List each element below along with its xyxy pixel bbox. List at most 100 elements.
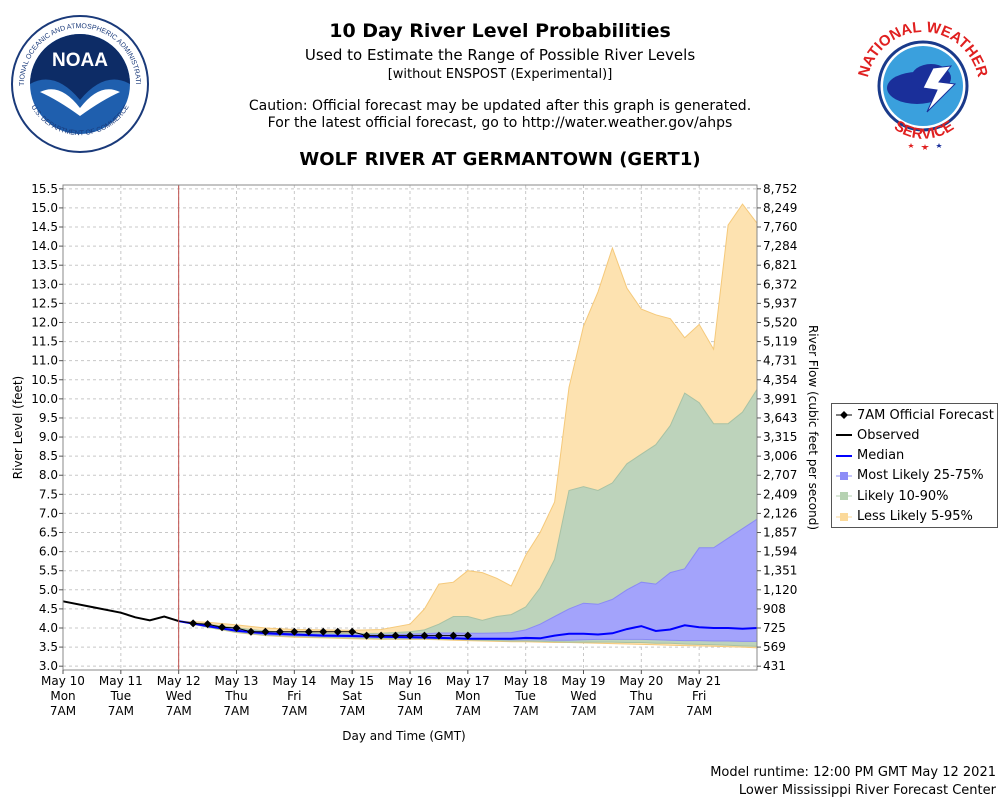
forecast-point <box>218 623 227 632</box>
legend-item: Likely 10-90% <box>836 487 948 505</box>
x-tick-label: Sun <box>399 689 422 703</box>
flow-tick-label: 2,126 <box>763 506 797 520</box>
y-tick-label: 10.0 <box>31 392 58 406</box>
legend-item: Observed <box>836 426 920 444</box>
x-tick-label: 7AM <box>628 704 654 718</box>
flow-tick-label: 7,760 <box>763 220 797 234</box>
legend-band-swatch <box>836 510 852 524</box>
x-tick-label: 7AM <box>455 704 481 718</box>
forecast-point <box>362 631 371 640</box>
median-line <box>178 620 758 640</box>
forecast-point <box>232 623 241 632</box>
forecast-point <box>406 631 414 640</box>
y-axis-label: River Level (feet) <box>11 376 25 479</box>
flow-tick-label: 5,520 <box>763 315 797 329</box>
chart-subtitle: Used to Estimate the Range of Possible R… <box>304 46 696 64</box>
flow-tick-label: 3,315 <box>763 430 797 444</box>
x-tick-label: May 14 <box>272 674 316 688</box>
x-tick-label: May 13 <box>215 674 259 688</box>
chart-legend: 7AM Official Forecast Observed Median Most … <box>831 403 998 528</box>
x-tick-label: May 12 <box>157 674 201 688</box>
x-tick-label: Mon <box>50 689 75 703</box>
x-axis-label: Day and Time (GMT) <box>342 729 465 743</box>
observed-line <box>62 600 180 623</box>
x-tick-label: May 15 <box>330 674 374 688</box>
flow-tick-label: 3,991 <box>763 392 797 406</box>
legend-label: 7AM Official Forecast <box>857 407 994 423</box>
y-tick-label: 15.5 <box>31 182 58 196</box>
x-tick-label: 7AM <box>570 704 596 718</box>
forecast-point <box>246 627 255 636</box>
flow-tick-label: 569 <box>763 640 786 654</box>
flow-tick-label: 5,119 <box>763 335 797 349</box>
forecast-point <box>275 627 284 636</box>
x-tick-label: 7AM <box>166 704 192 718</box>
x-tick-label: May 10 <box>41 674 85 688</box>
legend-item: Less Likely 5-95% <box>836 508 973 526</box>
flow-tick-label: 1,120 <box>763 583 797 597</box>
x-tick-label: May 21 <box>677 674 721 688</box>
forecast-point <box>420 631 429 640</box>
forecast-center: Lower Mississippi River Forecast Center <box>738 783 996 798</box>
legend-label: Median <box>857 448 905 464</box>
x-tick-label: Mon <box>455 689 480 703</box>
forecast-point <box>463 631 472 640</box>
flow-tick-label: 3,006 <box>763 449 797 463</box>
flow-tick-label: 908 <box>763 602 786 616</box>
y-tick-label: 13.0 <box>31 277 58 291</box>
x-tick-label: 7AM <box>108 704 134 718</box>
y-tick-label: 8.0 <box>39 468 58 482</box>
y-tick-label: 7.5 <box>39 487 58 501</box>
legend-label: Less Likely 5-95% <box>857 509 973 524</box>
y-tick-label: 9.5 <box>39 411 58 425</box>
forecast-point <box>333 627 342 636</box>
x-tick-label: 7AM <box>223 704 249 718</box>
y-tick-label: 6.5 <box>39 526 58 540</box>
x-tick-label: Tue <box>110 689 132 703</box>
legend-band-swatch <box>836 469 852 483</box>
y-tick-label: 9.0 <box>39 430 58 444</box>
y-tick-label: 6.0 <box>39 545 58 559</box>
x-tick-label: Sat <box>342 689 362 703</box>
forecast-point <box>319 627 328 636</box>
x-tick-label: 7AM <box>281 704 307 718</box>
noaa-logo-text: NOAA <box>52 50 108 71</box>
x-tick-label: Thu <box>629 689 653 703</box>
y-tick-label: 14.5 <box>31 220 58 234</box>
forecast-point <box>434 631 443 640</box>
forecast-point <box>290 627 299 636</box>
y-tick-label: 5.0 <box>39 583 58 597</box>
x-tick-label: Fri <box>287 689 301 703</box>
flow-tick-label: 4,354 <box>763 373 797 387</box>
legend-item: Most Likely 25-75% <box>836 467 984 485</box>
y-tick-label: 12.0 <box>31 315 58 329</box>
y-tick-label: 12.5 <box>31 296 58 310</box>
x-tick-label: Thu <box>224 689 248 703</box>
legend-band-swatch <box>836 489 852 503</box>
x-tick-label: Tue <box>514 689 536 703</box>
flow-tick-label: 4,731 <box>763 354 797 368</box>
legend-item: Median <box>836 447 904 465</box>
flow-axis-label: River Flow (cubic feet per second) <box>806 325 820 530</box>
y-tick-label: 15.0 <box>31 201 58 215</box>
legend-label: Most Likely 25-75% <box>857 468 984 484</box>
flow-tick-label: 6,372 <box>763 277 797 291</box>
legend-item: 7AM Official Forecast <box>836 406 994 424</box>
x-tick-label: 7AM <box>339 704 365 718</box>
flow-tick-label: 2,409 <box>763 487 797 501</box>
gauge-title: WOLF RIVER AT GERMANTOWN (GERT1) <box>299 149 701 170</box>
noaa-logo: NOAA NATIONAL OCEANIC AND ATMOSPHERIC AD… <box>7 3 150 158</box>
y-tick-label: 11.0 <box>31 354 58 368</box>
y-tick-label: 3.5 <box>39 640 58 654</box>
forecast-point <box>348 627 357 636</box>
flow-tick-label: 725 <box>763 621 786 635</box>
y-tick-label: 11.5 <box>31 335 58 349</box>
x-tick-label: Fri <box>692 689 706 703</box>
y-tick-label: 10.5 <box>31 373 58 387</box>
x-tick-label: May 11 <box>99 674 143 688</box>
chart-title: 10 Day River Level Probabilities <box>329 20 671 42</box>
flow-tick-label: 2,707 <box>763 468 797 482</box>
forecast-point <box>189 619 198 628</box>
x-tick-label: Wed <box>570 689 596 703</box>
x-tick-label: 7AM <box>686 704 712 718</box>
